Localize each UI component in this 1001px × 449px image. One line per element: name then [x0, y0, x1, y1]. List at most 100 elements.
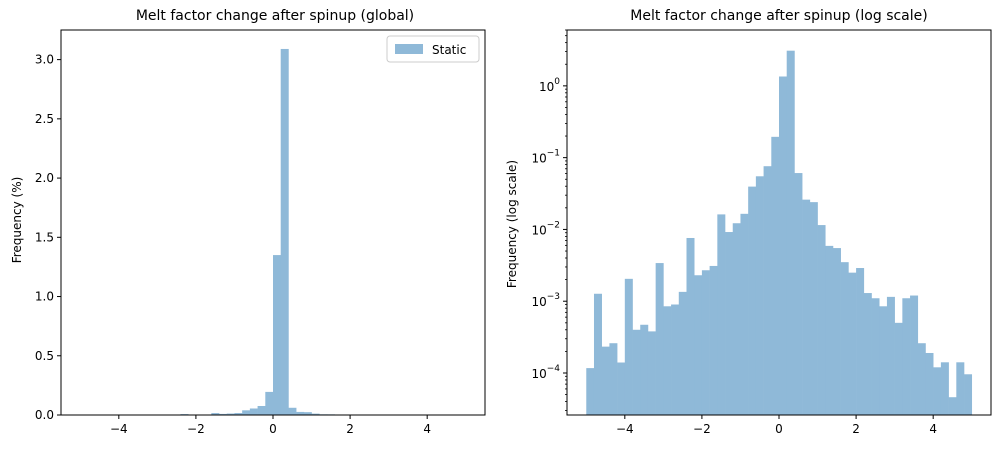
histogram-bar-18	[725, 232, 734, 415]
histogram-bar-29	[303, 412, 312, 415]
histogram-bar-19	[226, 413, 235, 415]
x-axis-ticks-log: −4 −2 0 2 4	[616, 415, 937, 436]
y-axis-label-frequency-log: Frequency (log scale)	[505, 160, 519, 288]
histogram-bar-30	[311, 413, 320, 415]
legend-swatch-static	[395, 44, 423, 54]
x-tick-label: −4	[616, 422, 634, 436]
histogram-bar-49	[964, 374, 973, 415]
histogram-bar-43	[917, 343, 926, 415]
histogram-bar-31	[825, 245, 834, 415]
histogram-bar-13	[686, 237, 695, 415]
histogram-bar-21	[748, 186, 757, 415]
legend-label-static: Static	[432, 43, 466, 57]
y-tick-label: 10−4	[531, 364, 560, 381]
histogram-bar-15	[701, 270, 710, 415]
histogram-bar-0	[586, 368, 595, 415]
histogram-bar-46	[940, 362, 949, 415]
linear-histogram-panel: Melt factor change after spinup (global)…	[10, 8, 486, 436]
y-tick-label: 10−1	[531, 149, 560, 166]
histogram-bar-17	[717, 214, 726, 415]
histogram-bar-5	[624, 278, 633, 415]
y-tick-label: 2.0	[35, 171, 54, 185]
histogram-bar-21	[242, 410, 251, 415]
histogram-bar-29	[809, 202, 818, 415]
histogram-bar-25	[273, 255, 282, 415]
histogram-bar-28	[802, 199, 811, 415]
x-tick-label: 4	[929, 422, 937, 436]
histogram-bar-44	[925, 352, 934, 415]
histogram-bar-17	[211, 413, 220, 415]
y-tick-label: 2.5	[35, 112, 54, 126]
histogram-bar-48	[956, 362, 965, 415]
histogram-bar-34	[848, 272, 857, 415]
y-tick-label: 3.0	[35, 53, 54, 67]
histogram-bar-26	[786, 50, 795, 416]
histogram-bar-22	[755, 176, 764, 415]
log-histogram-panel: Melt factor change after spinup (log sca…	[505, 8, 992, 436]
plot-frame-linear	[60, 29, 486, 416]
histogram-bar-45	[933, 367, 942, 415]
x-tick-label: −2	[187, 422, 205, 436]
x-tick-label: −4	[110, 422, 128, 436]
histogram-bar-2	[601, 346, 610, 415]
histogram-bar-11	[671, 304, 680, 415]
histogram-bar-14	[694, 275, 703, 415]
y-tick-label: 10−2	[531, 220, 560, 237]
histogram-bar-6	[632, 329, 641, 415]
x-tick-label: 2	[346, 422, 354, 436]
histogram-bar-30	[817, 225, 826, 415]
chart-title-global: Melt factor change after spinup (global)	[136, 8, 414, 24]
x-axis-ticks-linear: −4 −2 0 2 4	[110, 415, 431, 436]
histogram-bar-32	[832, 248, 841, 415]
histogram-bar-7	[640, 324, 649, 415]
histogram-bar-39	[886, 296, 895, 415]
histogram-bar-42	[910, 295, 919, 415]
histogram-bar-3	[609, 343, 618, 415]
histogram-bar-25	[779, 76, 788, 416]
y-tick-label: 0.5	[35, 349, 54, 363]
y-tick-label: 100	[539, 77, 560, 94]
plot-frame-log	[566, 29, 992, 416]
y-axis-ticks-linear: 0.0 0.5 1.0 1.5 2.0 2.5 3.0	[35, 53, 61, 422]
histogram-bar-33	[840, 262, 849, 415]
histogram-bar-37	[871, 298, 880, 415]
y-tick-label: 1.0	[35, 290, 54, 304]
histogram-bar-36	[863, 293, 872, 415]
legend: Static	[386, 35, 480, 63]
histogram-bar-38	[879, 306, 888, 415]
x-tick-label: 0	[775, 422, 783, 436]
histogram-bar-28	[296, 411, 305, 415]
histogram-bar-23	[257, 405, 266, 415]
histogram-bar-35	[856, 268, 865, 415]
y-tick-label: 0.0	[35, 408, 54, 422]
histogram-bar-8	[647, 331, 656, 415]
x-tick-label: −2	[693, 422, 711, 436]
legend-box	[386, 35, 480, 63]
y-axis-label-frequency-percent: Frequency (%)	[10, 177, 24, 264]
histogram-bar-26	[280, 48, 289, 415]
y-tick-label: 1.5	[35, 230, 54, 244]
y-tick-label: 10−3	[531, 292, 560, 309]
histogram-bar-27	[288, 407, 297, 415]
histogram-bar-23	[763, 166, 772, 415]
histogram-bars-log	[586, 50, 973, 416]
chart-title-log-scale: Melt factor change after spinup (log sca…	[630, 8, 927, 24]
x-tick-label: 4	[423, 422, 431, 436]
histogram-bar-24	[265, 391, 274, 415]
histogram-bar-20	[234, 413, 243, 415]
histogram-bar-9	[655, 263, 664, 415]
histogram-bar-19	[732, 223, 741, 415]
histogram-bar-27	[794, 173, 803, 415]
histogram-bar-47	[948, 397, 957, 415]
histogram-bar-16	[709, 265, 718, 415]
histogram-bar-18	[219, 413, 228, 415]
x-tick-label: 0	[269, 422, 277, 436]
histogram-bar-40	[894, 322, 903, 415]
histogram-bar-22	[249, 408, 258, 415]
histogram-bar-24	[771, 136, 780, 416]
histogram-bar-4	[617, 362, 626, 415]
histogram-bar-20	[740, 213, 749, 415]
x-tick-label: 2	[852, 422, 860, 436]
histogram-bar-1	[593, 293, 602, 415]
